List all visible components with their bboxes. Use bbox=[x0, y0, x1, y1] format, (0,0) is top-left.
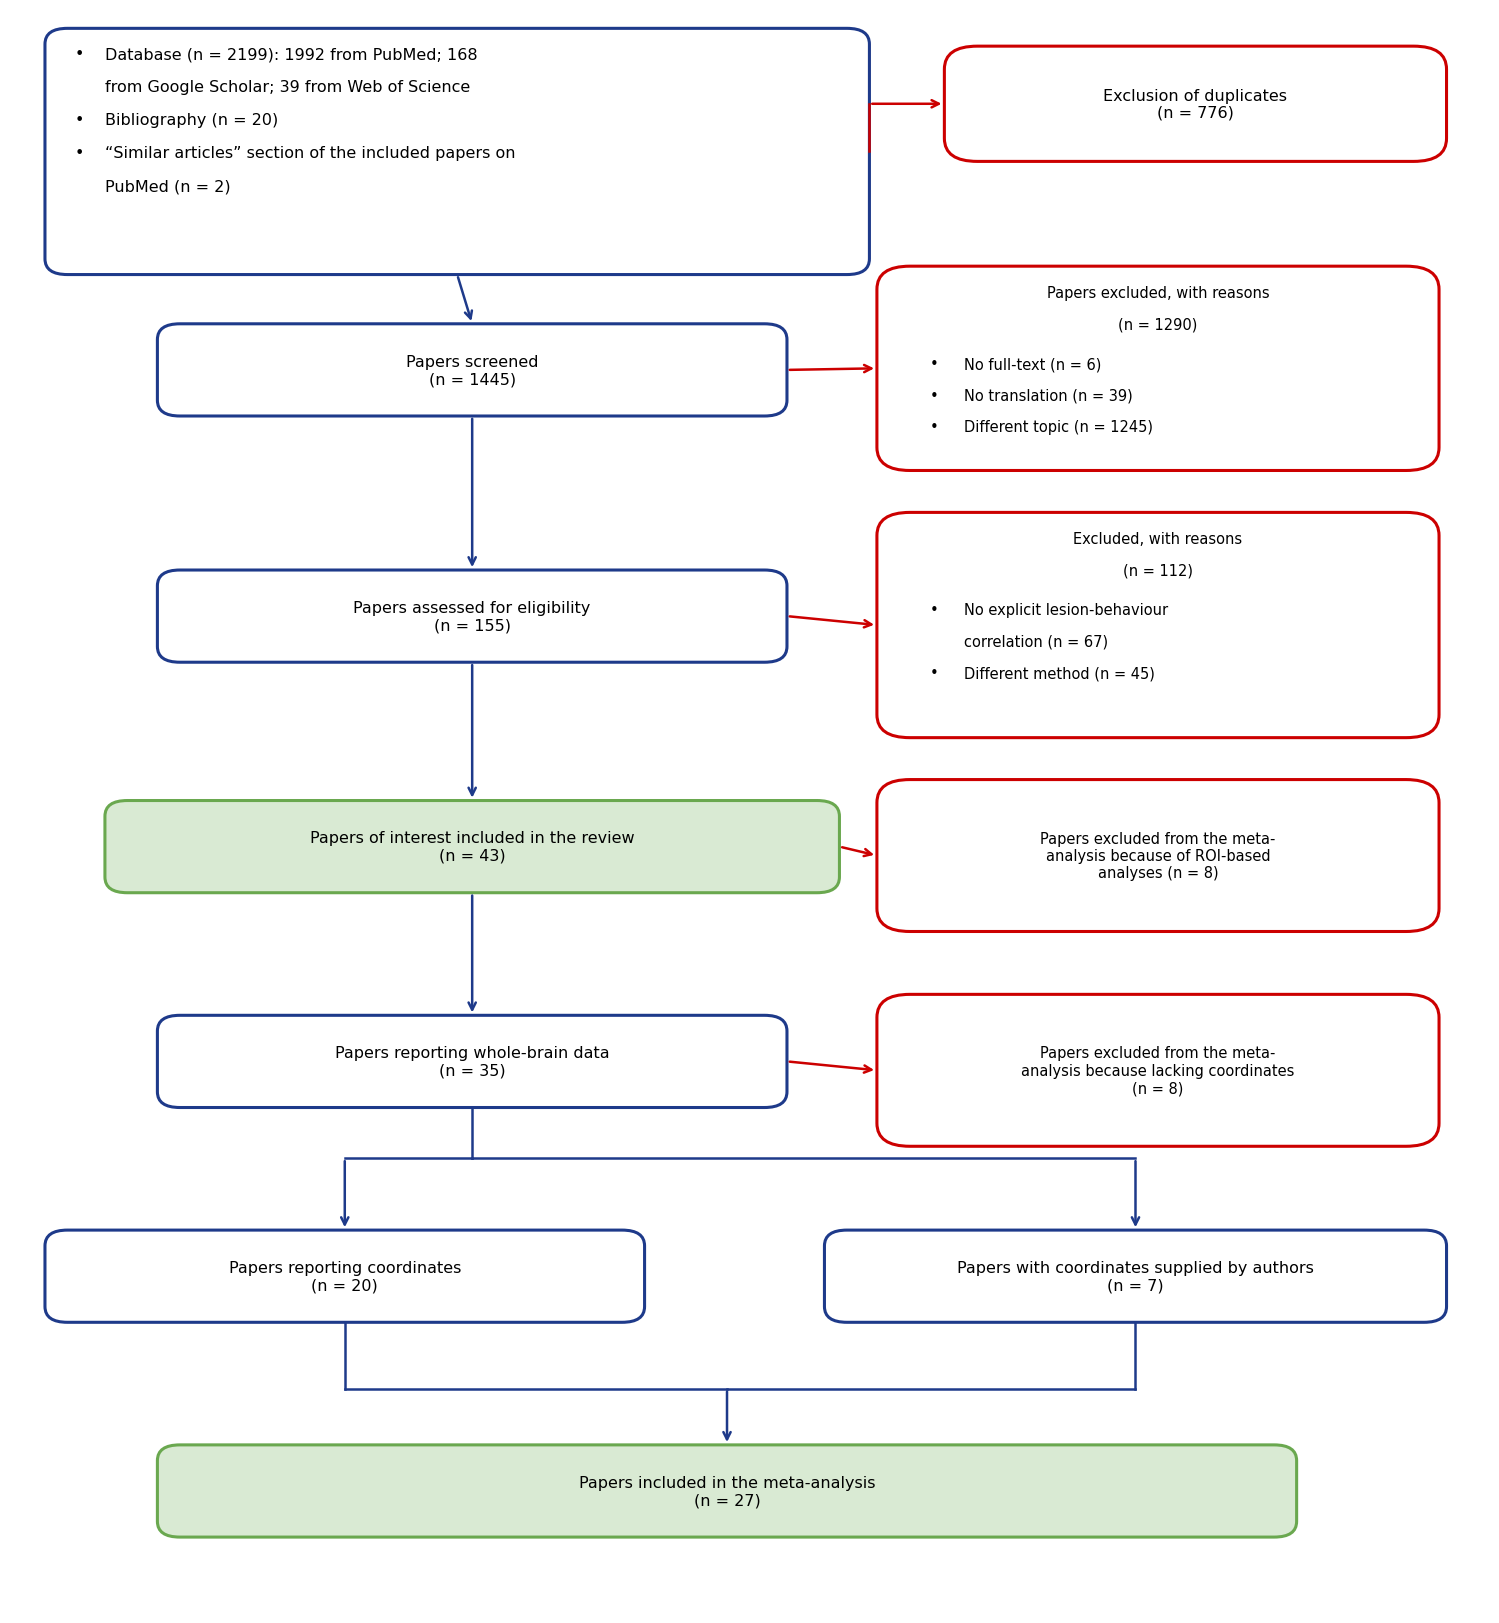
FancyBboxPatch shape bbox=[157, 1444, 1297, 1537]
Text: Excluded, with reasons: Excluded, with reasons bbox=[1073, 532, 1243, 547]
FancyBboxPatch shape bbox=[45, 29, 869, 276]
Text: Papers with coordinates supplied by authors
(n = 7): Papers with coordinates supplied by auth… bbox=[956, 1259, 1315, 1292]
Text: Papers reporting coordinates
(n = 20): Papers reporting coordinates (n = 20) bbox=[228, 1259, 462, 1292]
FancyBboxPatch shape bbox=[944, 47, 1447, 162]
Text: No translation (n = 39): No translation (n = 39) bbox=[964, 388, 1133, 404]
Text: from Google Scholar; 39 from Web of Science: from Google Scholar; 39 from Web of Scie… bbox=[105, 80, 471, 96]
Text: Papers of interest included in the review
(n = 43): Papers of interest included in the revie… bbox=[310, 831, 634, 863]
Text: •: • bbox=[75, 114, 84, 128]
FancyBboxPatch shape bbox=[877, 995, 1439, 1146]
Text: (n = 112): (n = 112) bbox=[1123, 563, 1193, 578]
Text: Papers included in the meta-analysis
(n = 27): Papers included in the meta-analysis (n … bbox=[579, 1475, 875, 1508]
FancyBboxPatch shape bbox=[157, 325, 787, 417]
Text: •: • bbox=[929, 665, 938, 682]
FancyBboxPatch shape bbox=[157, 571, 787, 662]
Text: •: • bbox=[75, 146, 84, 161]
FancyBboxPatch shape bbox=[877, 268, 1439, 471]
Text: •: • bbox=[929, 388, 938, 404]
Text: Different method (n = 45): Different method (n = 45) bbox=[964, 665, 1154, 682]
Text: Bibliography (n = 20): Bibliography (n = 20) bbox=[105, 114, 279, 128]
Text: Papers assessed for eligibility
(n = 155): Papers assessed for eligibility (n = 155… bbox=[354, 601, 591, 633]
Text: Different topic (n = 1245): Different topic (n = 1245) bbox=[964, 420, 1153, 435]
Text: No full-text (n = 6): No full-text (n = 6) bbox=[964, 357, 1102, 372]
Text: Exclusion of duplicates
(n = 776): Exclusion of duplicates (n = 776) bbox=[1103, 89, 1288, 120]
FancyBboxPatch shape bbox=[105, 802, 839, 893]
Text: No explicit lesion-behaviour: No explicit lesion-behaviour bbox=[964, 604, 1168, 618]
FancyBboxPatch shape bbox=[157, 1016, 787, 1109]
Text: •: • bbox=[929, 420, 938, 435]
FancyBboxPatch shape bbox=[45, 1230, 645, 1323]
Text: •: • bbox=[929, 357, 938, 372]
Text: •: • bbox=[75, 47, 84, 62]
Text: Papers screened
(n = 1445): Papers screened (n = 1445) bbox=[406, 354, 538, 386]
Text: •: • bbox=[929, 604, 938, 618]
Text: Papers excluded from the meta-
analysis because lacking coordinates
(n = 8): Papers excluded from the meta- analysis … bbox=[1021, 1045, 1295, 1096]
FancyBboxPatch shape bbox=[877, 781, 1439, 932]
Text: Papers excluded from the meta-
analysis because of ROI-based
analyses (n = 8): Papers excluded from the meta- analysis … bbox=[1040, 831, 1276, 881]
Text: Papers reporting whole-brain data
(n = 35): Papers reporting whole-brain data (n = 3… bbox=[334, 1045, 610, 1078]
Text: correlation (n = 67): correlation (n = 67) bbox=[964, 635, 1108, 649]
FancyBboxPatch shape bbox=[877, 513, 1439, 738]
Text: Database (n = 2199): 1992 from PubMed; 168: Database (n = 2199): 1992 from PubMed; 1… bbox=[105, 47, 478, 62]
FancyBboxPatch shape bbox=[824, 1230, 1447, 1323]
Text: PubMed (n = 2): PubMed (n = 2) bbox=[105, 179, 231, 195]
Text: “Similar articles” section of the included papers on: “Similar articles” section of the includ… bbox=[105, 146, 516, 161]
Text: (n = 1290): (n = 1290) bbox=[1118, 316, 1198, 333]
Text: Papers excluded, with reasons: Papers excluded, with reasons bbox=[1046, 286, 1270, 300]
